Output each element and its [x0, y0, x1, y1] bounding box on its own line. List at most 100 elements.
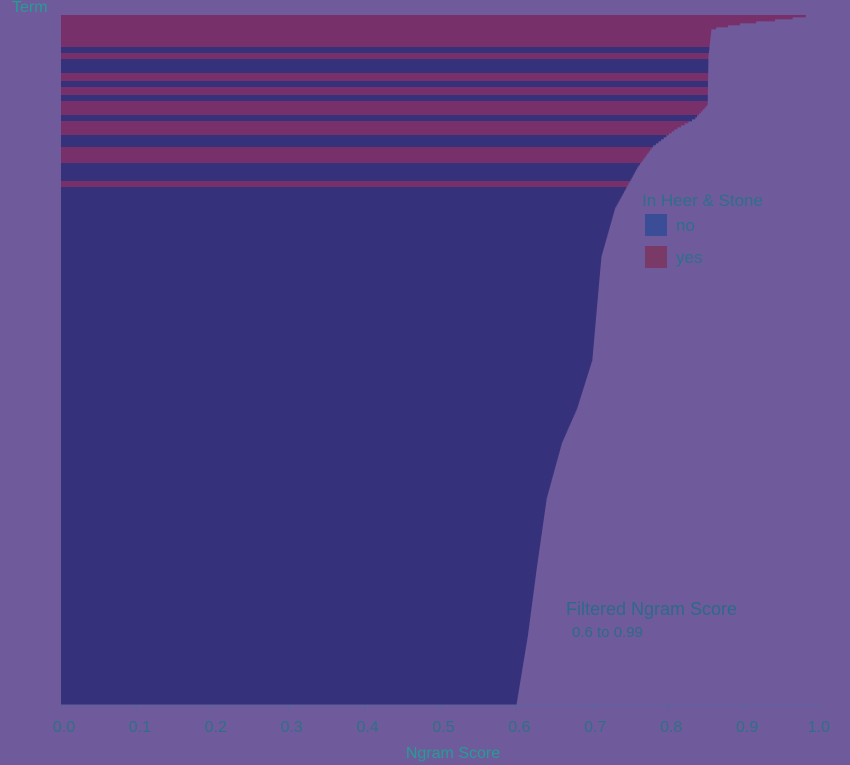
term-bar[interactable] — [61, 159, 643, 162]
term-bar[interactable] — [61, 85, 708, 88]
term-bar[interactable] — [61, 471, 554, 474]
term-bar[interactable] — [61, 365, 591, 368]
term-bar[interactable] — [61, 373, 588, 376]
term-bar[interactable] — [61, 679, 521, 682]
term-bar[interactable] — [61, 227, 610, 230]
term-bar[interactable] — [61, 213, 614, 216]
term-bar[interactable] — [61, 25, 729, 28]
term-bar[interactable] — [61, 315, 597, 318]
term-bar[interactable] — [61, 595, 534, 598]
term-bar[interactable] — [61, 613, 531, 616]
term-bar[interactable] — [61, 385, 585, 388]
term-bar[interactable] — [61, 517, 544, 520]
term-bar[interactable] — [61, 139, 662, 142]
term-bar[interactable] — [61, 525, 543, 528]
term-bar[interactable] — [61, 309, 597, 312]
term-bar[interactable] — [61, 463, 557, 466]
term-bar[interactable] — [61, 453, 559, 456]
term-bar[interactable] — [61, 165, 639, 168]
term-bar[interactable] — [61, 187, 627, 190]
term-bar[interactable] — [61, 119, 693, 122]
term-bar[interactable] — [61, 241, 606, 244]
term-bar[interactable] — [61, 355, 593, 358]
term-bar[interactable] — [61, 567, 537, 570]
term-bar[interactable] — [61, 327, 596, 330]
term-bar[interactable] — [61, 199, 620, 202]
term-bar[interactable] — [61, 683, 520, 686]
term-bar[interactable] — [61, 413, 575, 416]
term-bar[interactable] — [61, 341, 594, 344]
term-bar[interactable] — [61, 51, 709, 54]
term-bar[interactable] — [61, 183, 629, 186]
term-bar[interactable] — [61, 665, 523, 668]
term-bar[interactable] — [61, 477, 553, 480]
term-bar[interactable] — [61, 637, 528, 640]
term-bar[interactable] — [61, 279, 600, 282]
term-bar[interactable] — [61, 507, 546, 510]
term-bar[interactable] — [61, 333, 595, 336]
term-bar[interactable] — [61, 63, 709, 66]
term-bar[interactable] — [61, 129, 675, 132]
term-bar[interactable] — [61, 437, 565, 440]
term-bar[interactable] — [61, 423, 571, 426]
term-bar[interactable] — [61, 465, 556, 468]
term-bar[interactable] — [61, 151, 649, 154]
term-bar[interactable] — [61, 653, 525, 656]
term-bar[interactable] — [61, 415, 574, 418]
term-bar[interactable] — [61, 425, 570, 428]
term-bar[interactable] — [61, 527, 543, 530]
term-bar[interactable] — [61, 659, 524, 662]
term-bar[interactable] — [61, 363, 592, 366]
term-bar[interactable] — [61, 537, 542, 540]
term-bar[interactable] — [61, 253, 603, 256]
term-bar[interactable] — [61, 611, 531, 614]
term-bar[interactable] — [61, 221, 612, 224]
term-bar[interactable] — [61, 215, 613, 218]
term-bar[interactable] — [61, 633, 529, 636]
term-bar[interactable] — [61, 99, 708, 102]
term-bar[interactable] — [61, 693, 519, 696]
term-bar[interactable] — [61, 173, 634, 176]
term-bar[interactable] — [61, 667, 523, 670]
term-bar[interactable] — [61, 197, 621, 200]
term-bar[interactable] — [61, 205, 617, 208]
term-bar[interactable] — [61, 439, 564, 442]
term-bar[interactable] — [61, 257, 602, 260]
term-bar[interactable] — [61, 459, 558, 462]
term-bar[interactable] — [61, 481, 552, 484]
term-bar[interactable] — [61, 357, 593, 360]
term-bar[interactable] — [61, 289, 599, 292]
term-bar[interactable] — [61, 121, 689, 124]
term-bar[interactable] — [61, 585, 535, 588]
term-bar[interactable] — [61, 97, 708, 100]
term-bar[interactable] — [61, 325, 596, 328]
term-bar[interactable] — [61, 443, 562, 446]
term-bar[interactable] — [61, 395, 581, 398]
term-bar[interactable] — [61, 125, 682, 128]
term-bar[interactable] — [61, 161, 642, 164]
filter-range[interactable]: 0.6 to 0.99 — [572, 624, 643, 641]
term-bar[interactable] — [61, 65, 709, 68]
term-bar[interactable] — [61, 239, 607, 242]
term-bar[interactable] — [61, 77, 709, 80]
term-bar[interactable] — [61, 283, 599, 286]
term-bar[interactable] — [61, 513, 545, 516]
term-bar[interactable] — [61, 69, 709, 72]
term-bar[interactable] — [61, 565, 538, 568]
term-bar[interactable] — [61, 393, 582, 396]
term-bar[interactable] — [61, 503, 546, 506]
term-bar[interactable] — [61, 571, 537, 574]
term-bar[interactable] — [61, 231, 609, 234]
term-bar[interactable] — [61, 267, 601, 270]
term-bar[interactable] — [61, 587, 535, 590]
term-bar[interactable] — [61, 87, 708, 90]
term-bar[interactable] — [61, 169, 637, 172]
term-bar[interactable] — [61, 219, 612, 222]
term-bar[interactable] — [61, 47, 710, 50]
term-bar[interactable] — [61, 429, 568, 432]
term-bar[interactable] — [61, 353, 593, 356]
term-bar[interactable] — [61, 625, 530, 628]
term-bar[interactable] — [61, 501, 547, 504]
term-bar[interactable] — [61, 127, 678, 130]
term-bar[interactable] — [61, 287, 599, 290]
